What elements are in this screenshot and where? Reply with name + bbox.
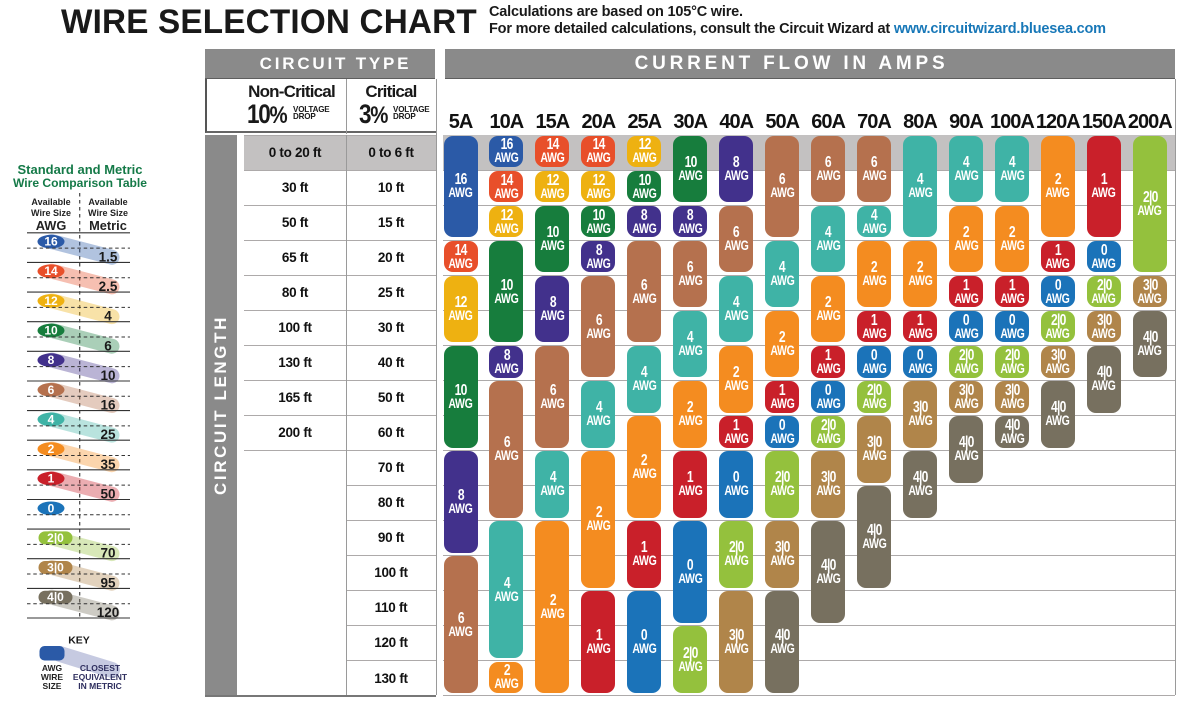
- svg-text:1.5: 1.5: [99, 249, 118, 264]
- svg-text:1: 1: [48, 472, 55, 486]
- svg-text:IN METRIC: IN METRIC: [78, 681, 121, 691]
- svg-text:4|0: 4|0: [47, 590, 64, 604]
- svg-text:6: 6: [104, 338, 112, 353]
- svg-text:70: 70: [100, 546, 115, 561]
- svg-text:4: 4: [104, 309, 112, 324]
- svg-text:4: 4: [48, 412, 55, 426]
- svg-text:WIRE: WIRE: [41, 672, 64, 682]
- svg-text:10: 10: [44, 324, 58, 338]
- svg-text:Available: Available: [88, 197, 127, 207]
- svg-text:12: 12: [44, 294, 58, 308]
- svg-text:Wire Size: Wire Size: [31, 208, 71, 218]
- svg-text:120: 120: [97, 605, 120, 620]
- svg-text:50: 50: [100, 486, 115, 501]
- svg-text:2: 2: [48, 442, 55, 456]
- svg-text:Wire Size: Wire Size: [88, 208, 128, 218]
- svg-text:16: 16: [44, 235, 58, 249]
- svg-text:8: 8: [48, 353, 55, 367]
- svg-text:Available: Available: [31, 197, 70, 207]
- svg-text:CLOSEST: CLOSEST: [80, 663, 121, 673]
- svg-text:2.5: 2.5: [99, 279, 118, 294]
- svg-text:Metric: Metric: [89, 218, 127, 233]
- svg-text:Standard and Metric: Standard and Metric: [18, 162, 143, 177]
- svg-text:35: 35: [100, 457, 116, 472]
- svg-text:25: 25: [100, 427, 116, 442]
- svg-text:95: 95: [100, 575, 116, 590]
- svg-text:KEY: KEY: [68, 635, 90, 647]
- svg-text:3|0: 3|0: [47, 561, 64, 575]
- svg-text:6: 6: [48, 383, 55, 397]
- svg-text:Wire Comparison Table: Wire Comparison Table: [13, 176, 147, 190]
- svg-text:AWG: AWG: [36, 218, 67, 233]
- svg-text:EQUIVALENT: EQUIVALENT: [73, 672, 128, 682]
- svg-text:14: 14: [44, 264, 58, 278]
- svg-text:16: 16: [100, 398, 116, 413]
- svg-text:10: 10: [100, 368, 115, 383]
- svg-text:0: 0: [48, 501, 55, 515]
- svg-text:AWG: AWG: [42, 663, 63, 673]
- svg-text:2|0: 2|0: [47, 531, 64, 545]
- svg-text:SIZE: SIZE: [43, 681, 62, 691]
